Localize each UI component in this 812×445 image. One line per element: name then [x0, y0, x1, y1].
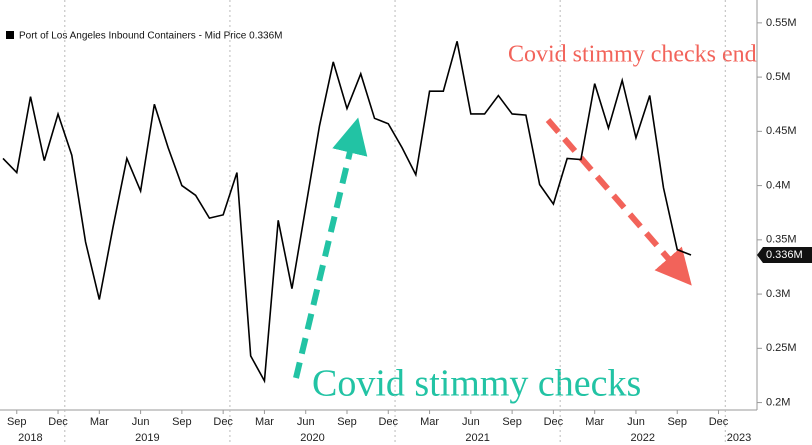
x-tick-label: Sep	[172, 416, 192, 428]
y-tick-label: 0.4M	[766, 179, 790, 191]
annotation: Covid stimmy checks end	[508, 42, 757, 68]
x-tick-label: Jun	[297, 416, 315, 428]
x-tick-label: Dec	[213, 416, 233, 428]
y-tick-label: 0.3M	[766, 288, 790, 300]
y-tick-label: 0.45M	[766, 125, 797, 137]
x-tick-label: Jun	[627, 416, 645, 428]
red-arrow	[545, 118, 692, 286]
y-tick-label: 0.35M	[766, 234, 797, 246]
x-tick-label: Dec	[378, 416, 398, 428]
y-tick-label: 0.2M	[766, 396, 790, 408]
year-label: 2018	[18, 432, 42, 444]
x-tick-label: Dec	[48, 416, 68, 428]
x-tick-label: Sep	[7, 416, 27, 428]
teal-arrow	[293, 117, 368, 379]
last-value-badge	[757, 247, 812, 264]
x-tick-label: Dec	[544, 416, 564, 428]
x-tick-label: Mar	[255, 416, 274, 428]
year-label: 2019	[135, 432, 159, 444]
x-tick-label: Jun	[132, 416, 150, 428]
year-label: 2023	[727, 432, 751, 444]
last-value-label: 0.336M	[766, 249, 803, 261]
year-label: 2022	[630, 432, 654, 444]
x-tick-label: Jun	[462, 416, 480, 428]
x-tick-label: Mar	[90, 416, 109, 428]
line	[2, 41, 692, 384]
y-tick-label: 0.5M	[766, 71, 790, 83]
x-tick-label: Mar	[420, 416, 439, 428]
x-tick-label: Sep	[667, 416, 687, 428]
year-label: 2021	[465, 432, 489, 444]
x-tick-label: Sep	[502, 416, 522, 428]
y-tick-label: 0.55M	[766, 17, 797, 29]
annotation: Covid stimmy checks	[312, 363, 641, 405]
x-tick-label: Dec	[709, 416, 729, 428]
y-tick-label: 0.25M	[766, 342, 797, 354]
year-label: 2020	[300, 432, 324, 444]
x-tick-label: Sep	[337, 416, 357, 428]
legend-swatch	[6, 31, 14, 39]
x-tick-label: Mar	[585, 416, 604, 428]
legend-label: Port of Los Angeles Inbound Containers -…	[19, 31, 282, 42]
